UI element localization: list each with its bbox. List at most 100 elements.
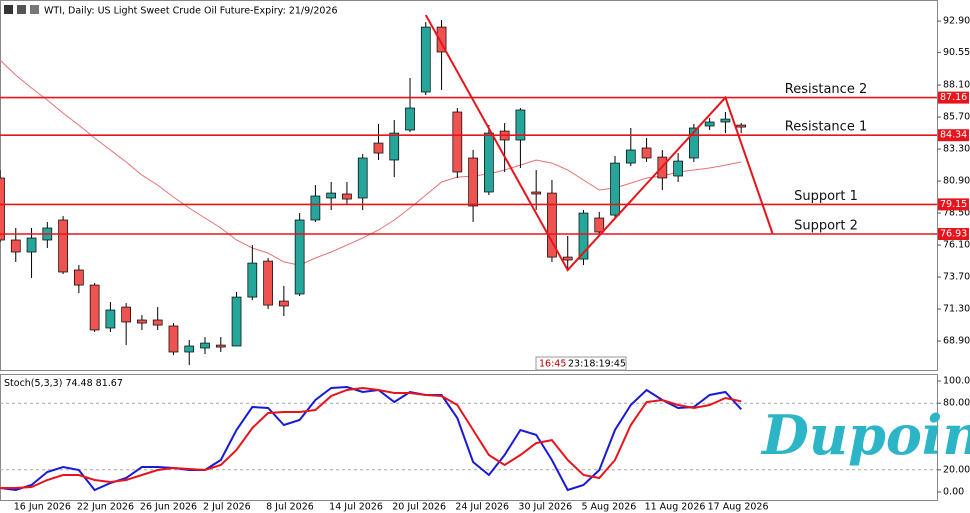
- x-tick-label: 16 Jun 2026: [14, 502, 71, 513]
- x-tick-label: 17 Aug 2026: [708, 502, 769, 513]
- candle-body: [484, 132, 494, 193]
- level-value: 87.16: [940, 92, 967, 103]
- candle-body: [689, 127, 699, 159]
- level-value: 84.34: [940, 130, 967, 141]
- y-tick-label: 85.70: [943, 112, 970, 123]
- candle-body: [420, 26, 431, 93]
- candle-body: [310, 195, 321, 221]
- candle-body: [89, 284, 100, 331]
- candle-body: [26, 237, 37, 253]
- y-tick-label: 83.30: [943, 144, 970, 155]
- y-tick-label: 80.00: [943, 398, 970, 409]
- y-tick-label: 80.90: [943, 176, 970, 187]
- level-name: Resistance 1: [785, 120, 867, 135]
- candle-body: [452, 111, 463, 173]
- candle-body: [641, 147, 652, 159]
- candle-body: [720, 118, 731, 123]
- candle-body: [673, 160, 683, 177]
- chart-title: WTI, Daily: US Light Sweet Crude Oil Fut…: [44, 6, 338, 17]
- axes: 92.90 90.55 88.10 85.70 83.30 80.90 78.50 76.10…: [14, 16, 970, 513]
- candle-body: [515, 109, 526, 141]
- zigzag: [424, 14, 774, 272]
- candle-body: [200, 342, 210, 349]
- y-tick-label: 92.90: [943, 16, 970, 27]
- x-tick-label: 26 Jun 2026: [140, 502, 197, 513]
- logo: Dupoin: [760, 403, 970, 467]
- y-tick-label: 90.55: [943, 47, 970, 58]
- level-tag: [938, 198, 969, 211]
- candle-body: [105, 309, 116, 329]
- candle-body: [531, 191, 542, 195]
- candle-body: [578, 212, 589, 260]
- level-value: 76.93: [940, 229, 967, 240]
- stoch-k-value: 74.48: [65, 378, 92, 389]
- candle-body: [610, 162, 620, 216]
- timer-countdown: 23:18:19:45: [568, 359, 626, 370]
- x-tick-label: 8 Jul 2026: [266, 502, 314, 513]
- y-tick-label: 76.10: [943, 240, 970, 251]
- level-name: Support 1: [794, 189, 858, 204]
- x-tick-label: 14 Jul 2026: [329, 502, 383, 513]
- y-tick-label: 88.10: [943, 80, 970, 91]
- candle-body: [263, 260, 273, 306]
- x-tick-label: 2 Jul 2026: [203, 502, 251, 513]
- x-tick-label: 20 Jul 2026: [392, 502, 446, 513]
- candle-body: [357, 157, 368, 199]
- timer: 16:45 23:18:19:45: [535, 356, 627, 371]
- level-tag: [938, 228, 969, 240]
- candle-body: [215, 344, 226, 348]
- candle-body: [137, 319, 147, 324]
- candle-body: [0, 177, 5, 241]
- candle-body: [279, 300, 289, 307]
- main-plot: Resistance 2 Resistance 1 Support 1 Support…: [0, 14, 937, 366]
- stoch-plot: [0, 385, 937, 492]
- y-tick-label: 68.90: [943, 336, 970, 347]
- x-tick-label: 22 Jun 2026: [77, 502, 134, 513]
- stoch-title: Stoch(5,3,3): [4, 378, 62, 389]
- candle-body: [704, 121, 715, 127]
- candle-body: [121, 306, 132, 323]
- timer-time: 16:45: [539, 359, 566, 370]
- stoch-d-value: 81.67: [96, 378, 123, 389]
- level-value: 79.15: [940, 199, 967, 210]
- candle-body: [231, 296, 242, 347]
- level-name: Support 2: [794, 219, 858, 234]
- candle-body: [184, 345, 195, 353]
- candle-body: [389, 132, 400, 161]
- y-tick-label: 71.30: [943, 304, 970, 315]
- x-tick-label: 5 Aug 2026: [581, 502, 636, 513]
- candle-body: [736, 124, 747, 128]
- candle-body: [436, 26, 447, 53]
- candle-body: [547, 192, 557, 258]
- x-tick-label: 11 Aug 2026: [645, 502, 706, 513]
- candle-body: [10, 239, 21, 253]
- candle-body: [594, 217, 605, 233]
- candle-body: [373, 142, 384, 154]
- stoch-header: Stoch(5,3,3) 74.48 81.67: [4, 378, 123, 389]
- candle-body: [294, 219, 305, 295]
- stoch-line: [0, 385, 742, 492]
- y-tick-label: 0.00: [943, 487, 964, 498]
- candle-body: [247, 262, 258, 298]
- candle-body: [73, 269, 84, 286]
- stoch-line: [0, 386, 742, 489]
- candle-body: [562, 256, 573, 261]
- x-tick-label: 24 Jul 2026: [455, 502, 509, 513]
- y-tick-label: 100.00: [943, 375, 970, 386]
- y-tick-label: 78.50: [943, 208, 970, 219]
- x-tick-label: 30 Jul 2026: [518, 502, 572, 513]
- candle-body: [468, 157, 478, 207]
- candle-body: [58, 219, 68, 273]
- y-tick-label: 20.00: [943, 464, 970, 475]
- candle-body: [152, 319, 163, 326]
- candle-body: [168, 325, 179, 353]
- level-tag: [938, 91, 969, 104]
- candle-body: [326, 192, 337, 199]
- candle-body: [625, 149, 636, 164]
- toolbar-icons: [4, 5, 39, 14]
- y-tick-label: 73.70: [943, 272, 970, 283]
- candle-body: [342, 193, 352, 200]
- stoch-frame: [0, 374, 938, 501]
- candle-body: [405, 107, 415, 131]
